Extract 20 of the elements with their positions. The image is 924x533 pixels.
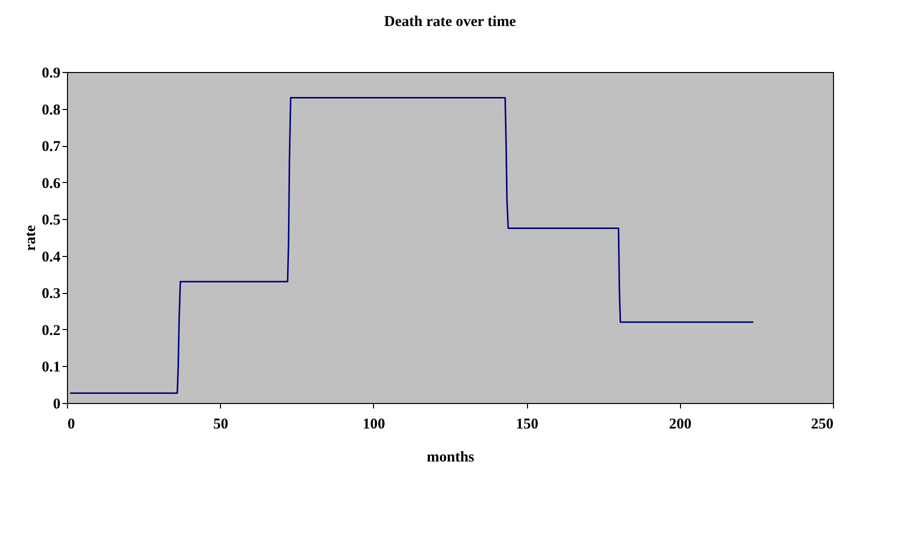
x-tick-label: 200 <box>669 416 692 432</box>
y-tick-label: 0.8 <box>42 102 60 118</box>
x-tick-label: 250 <box>811 416 834 432</box>
y-tick-label: 0.2 <box>42 322 60 339</box>
y-tick-label: 0.9 <box>42 66 60 82</box>
y-tick-label: 0.1 <box>42 360 60 376</box>
y-tick-label: 0.7 <box>42 139 61 156</box>
x-tick-label: 150 <box>516 416 538 432</box>
x-axis-title: months <box>426 450 474 466</box>
x-tick-label: 0 <box>68 416 75 432</box>
y-tick-label: 0.4 <box>42 249 61 266</box>
line-series <box>69 96 754 394</box>
y-tick-label: 0.5 <box>42 212 60 229</box>
x-tick-label: 50 <box>213 416 228 432</box>
chart-title: Death rate over time <box>384 14 516 30</box>
y-tick-label: 0.6 <box>42 176 61 192</box>
x-tick-label: 100 <box>362 416 386 432</box>
y-tick-label: 0 <box>53 396 60 412</box>
y-axis-title: rate <box>22 224 39 251</box>
y-tick-label: 0.3 <box>42 286 60 302</box>
